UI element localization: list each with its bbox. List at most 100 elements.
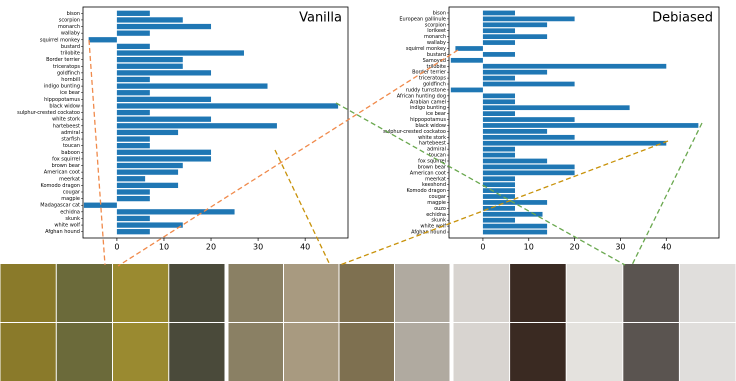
bar [482, 188, 516, 193]
image-thumbnail [623, 264, 679, 322]
bar [482, 140, 667, 146]
category-label: indigo bunting [44, 84, 80, 90]
category-label: goldfinch [57, 70, 80, 76]
category-label: cougar [63, 189, 81, 195]
category-label: triceratops [53, 64, 81, 70]
category-label: trilobite [61, 51, 80, 57]
image-thumbnail [228, 264, 283, 322]
image-thumbnail [566, 323, 623, 381]
bar [482, 146, 516, 152]
category-label: echidna [426, 212, 446, 218]
bar [116, 83, 268, 89]
x-tick-label: 20 [206, 243, 216, 252]
category-label: hippopotamus [44, 97, 80, 103]
category-label: brown bear [52, 163, 81, 169]
x-tick-label: 40 [661, 243, 671, 252]
category-label: squirrel monkey [406, 46, 446, 52]
bar [116, 222, 183, 228]
category-label: monarch [58, 24, 80, 30]
bar [455, 46, 483, 51]
category-label: goldfinch [423, 82, 446, 88]
image-thumbnail [510, 323, 566, 381]
category-label: white stork [52, 117, 80, 123]
x-tick-label: 30 [615, 243, 625, 252]
bar [83, 202, 117, 208]
category-label: hartebeest [419, 141, 446, 147]
bar [116, 103, 339, 109]
bar [116, 17, 183, 23]
category-label: admiral [427, 147, 446, 153]
category-label: skunk [431, 218, 446, 224]
category-label: squirrel monkey [40, 37, 80, 43]
category-label: baboon [61, 150, 80, 156]
image-thumbnail [169, 264, 225, 322]
bar [482, 211, 543, 217]
category-label: bustard [427, 52, 446, 58]
image-thumbnail [113, 323, 169, 381]
bar [116, 63, 183, 69]
category-label: echidna [60, 209, 80, 215]
image-thumbnail [339, 264, 394, 322]
category-label: scorpion [59, 17, 80, 23]
bar [482, 40, 516, 45]
bar [482, 223, 548, 229]
category-label: brown bear [418, 164, 447, 170]
x-tick-label: 10 [524, 243, 534, 252]
category-label: wallaby [427, 40, 446, 46]
category-label: wallaby [61, 31, 80, 37]
bar [116, 162, 183, 169]
category-label: triceratops [419, 76, 447, 82]
bar [116, 136, 150, 142]
arrow [631, 122, 703, 266]
image-thumbnail [0, 323, 56, 381]
bar [116, 43, 150, 50]
image-thumbnail [284, 264, 339, 322]
category-label: ouzo [434, 206, 446, 212]
bar [482, 34, 548, 40]
category-label: Afghan hound [411, 230, 446, 236]
image-strip [0, 264, 736, 381]
category-label: hippopotamus [410, 117, 446, 123]
bar [482, 164, 575, 170]
bar [482, 134, 575, 140]
category-label: black widow [415, 123, 446, 129]
arrows [88, 39, 703, 267]
bar [482, 10, 516, 16]
category-label: fox squirrel [52, 156, 80, 162]
category-label: trilobite [427, 64, 446, 70]
category-label: magpie [61, 196, 80, 202]
category-label: sulphur-crested cockatoo [383, 129, 446, 135]
bar [116, 90, 150, 96]
image-thumbnail [453, 323, 510, 381]
bar [482, 81, 575, 87]
bar [450, 87, 483, 93]
category-label: ice bear [60, 90, 81, 96]
bar [482, 123, 699, 128]
category-label: fox squirrel [418, 158, 446, 164]
bar [116, 30, 150, 36]
bar [482, 117, 575, 122]
category-label: Samoyed [423, 58, 446, 64]
bar [116, 116, 212, 122]
category-label: Komodo dragon [406, 188, 446, 194]
bar [116, 209, 235, 215]
category-label: Border terrier [46, 57, 81, 63]
category-label: sulphur-crested cockatoo [17, 110, 80, 116]
category-label: Afghan hound [45, 229, 80, 235]
image-thumbnail [679, 323, 736, 381]
category-label: magpie [427, 200, 446, 206]
x-tick-label: 40 [300, 243, 310, 252]
bar [116, 123, 277, 129]
image-thumbnail [339, 323, 394, 381]
bar [116, 56, 183, 63]
category-label: white stork [418, 135, 446, 141]
bar [116, 189, 150, 195]
arrow [88, 39, 106, 266]
image-thumbnail [453, 264, 510, 322]
category-label: ice bear [426, 111, 447, 117]
bar [482, 170, 575, 176]
bar [482, 129, 548, 134]
image-thumbnail [395, 264, 450, 322]
category-label: hornbill [61, 77, 80, 83]
